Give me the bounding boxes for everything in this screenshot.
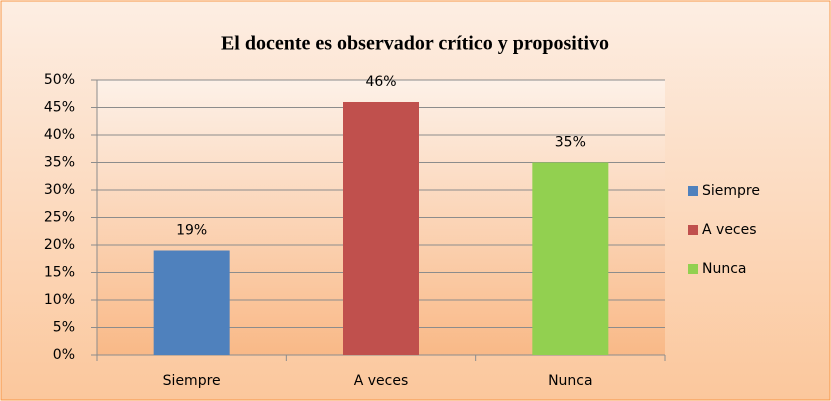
x-tick-label: Siempre <box>163 373 221 389</box>
y-tick-label: 20% <box>44 237 75 253</box>
y-tick-label: 5% <box>53 320 75 336</box>
data-label: 46% <box>365 74 396 90</box>
x-tick-label: A veces <box>354 373 409 389</box>
y-tick-label: 10% <box>44 292 75 308</box>
y-tick-label: 40% <box>44 127 75 143</box>
chart-title: El docente es observador crítico y propo… <box>221 33 609 55</box>
data-label: 35% <box>555 135 586 151</box>
legend-swatch <box>688 186 698 196</box>
y-tick-label: 25% <box>44 210 75 226</box>
legend-swatch <box>688 264 698 274</box>
legend-label: A veces <box>702 222 757 238</box>
y-tick-label: 35% <box>44 155 75 171</box>
data-label: 19% <box>176 223 207 239</box>
bar <box>532 162 609 355</box>
legend-swatch <box>688 225 698 235</box>
bar <box>343 102 419 355</box>
bar <box>153 250 230 355</box>
y-tick-label: 30% <box>44 182 75 198</box>
legend-label: Siempre <box>702 183 760 199</box>
y-tick-label: 15% <box>44 265 75 281</box>
y-tick-label: 45% <box>44 100 75 116</box>
x-tick-label: Nunca <box>548 373 593 389</box>
y-tick-label: 0% <box>53 347 75 363</box>
y-tick-label: 50% <box>44 72 75 88</box>
legend-label: Nunca <box>702 261 747 277</box>
